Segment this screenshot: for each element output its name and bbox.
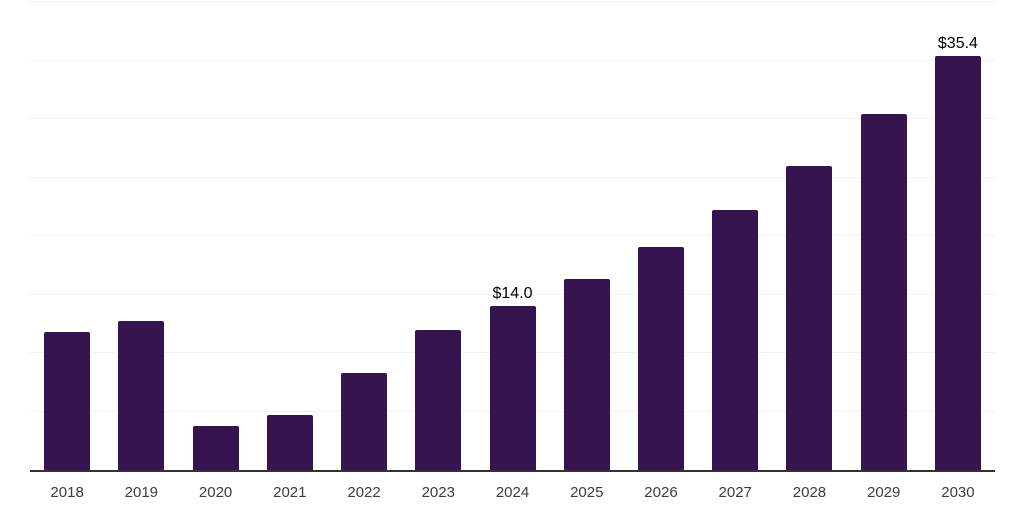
bar-2023 — [415, 329, 462, 470]
gridline-20 — [30, 235, 995, 236]
data-label-2024: $14.0 — [492, 285, 533, 303]
bar-column-2028 — [772, 2, 846, 470]
bar-column-2029 — [847, 2, 921, 470]
gridline-40 — [30, 1, 995, 2]
x-tick-2020: 2020 — [198, 484, 233, 501]
x-axis-line — [30, 470, 995, 472]
bar-column-2022 — [327, 2, 401, 470]
gridline-30 — [30, 118, 995, 119]
gridline-15 — [30, 293, 995, 295]
bar-column-2030: $35.4 — [921, 2, 995, 470]
bar-2020 — [192, 425, 239, 470]
bar-column-2024: $14.0 — [475, 2, 549, 470]
bar-2021 — [266, 415, 313, 470]
bar-column-2019 — [104, 2, 178, 470]
bar-2024 — [489, 306, 536, 470]
x-tick-2022: 2022 — [347, 484, 381, 501]
x-tick-2018: 2018 — [50, 484, 84, 501]
gridline-25 — [30, 176, 995, 178]
bar-2022 — [341, 372, 388, 470]
bar-2019 — [118, 321, 165, 470]
bar-column-2018 — [30, 2, 104, 470]
bars-row: $14.0 $35.4 — [30, 2, 995, 470]
bar-column-2023 — [401, 2, 475, 470]
gridline-35 — [30, 59, 995, 61]
x-tick-2024: 2024 — [495, 484, 530, 501]
bar-column-2020 — [178, 2, 252, 470]
x-axis-tick-labels: 2018 2019 2020 2021 2022 2023 2024 2025 2026 2027… — [30, 484, 995, 501]
plot-area: $14.0 $35.4 — [30, 1, 995, 470]
x-tick-2030: 2030 — [941, 484, 975, 501]
x-tick-2026: 2026 — [644, 484, 678, 501]
x-tick-2023: 2023 — [421, 484, 455, 501]
x-tick-2029: 2029 — [867, 484, 901, 501]
bar-column-2021 — [253, 2, 327, 470]
x-tick-2021: 2021 — [273, 484, 307, 501]
x-tick-2028: 2028 — [792, 484, 827, 501]
bar-column-2026 — [624, 2, 698, 470]
bar-2018 — [44, 331, 91, 470]
bar-2026 — [637, 246, 684, 470]
bar-2029 — [860, 114, 907, 470]
x-tick-2025: 2025 — [570, 484, 604, 501]
bar-2028 — [786, 165, 833, 470]
bar-2030 — [934, 55, 981, 470]
bar-column-2025 — [550, 2, 624, 470]
bar-column-2027 — [698, 2, 772, 470]
data-label-2030: $35.4 — [937, 34, 978, 52]
bar-2027 — [712, 210, 759, 470]
bar-2025 — [563, 279, 610, 470]
x-tick-2027: 2027 — [718, 484, 752, 501]
x-tick-2019: 2019 — [124, 484, 159, 501]
